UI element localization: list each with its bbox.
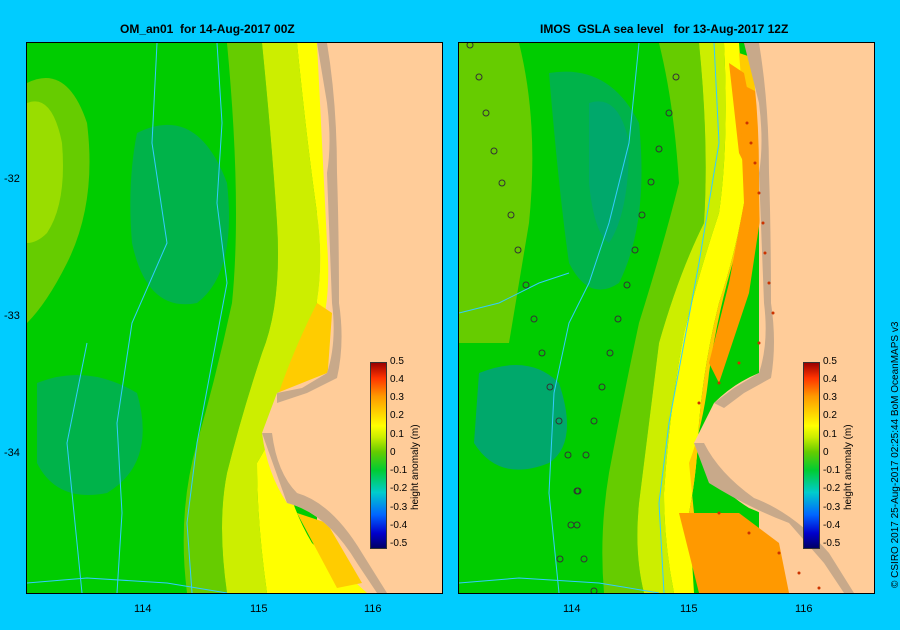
cbar-tick: 0.5 [823,356,837,367]
cbar-tick: 0.3 [390,392,404,403]
cbar-tick: 0.5 [390,356,404,367]
cbar-tick: -0.2 [390,483,408,494]
lat-tick-left-1: -33 [4,310,20,322]
cbar-tick: -0.4 [390,520,408,531]
cbar-tick: 0.4 [390,374,404,385]
cbar-tick: -0.4 [823,520,841,531]
cbar-tick: -0.5 [390,538,408,549]
lat-tick-left-2: -34 [4,447,20,459]
right-colorbar-gradient [803,362,820,549]
lon-tick-left-1: 115 [250,603,268,615]
cbar-tick: 0.4 [823,374,837,385]
cbar-tick: -0.1 [823,465,841,476]
cbar-tick: 0.2 [390,410,404,421]
cbar-tick: 0.2 [823,410,837,421]
lon-tick-right-1: 115 [680,603,698,615]
cbar-tick: -0.5 [823,538,841,549]
lon-tick-right-0: 114 [563,603,581,615]
left-map[interactable] [26,42,443,594]
cbar-tick: 0 [390,447,396,458]
right-map-title: IMOS GSLA sea level for 13-Aug-2017 12Z [540,22,789,36]
lon-tick-left-0: 114 [134,603,152,615]
right-colorbar: 0.5 0.4 0.3 0.2 0.1 0 -0.1 -0.2 -0.3 -0.… [803,356,840,549]
cbar-tick: 0 [823,447,829,458]
cbar-tick: 0.1 [390,429,404,440]
lon-tick-right-2: 116 [795,603,813,615]
left-colorbar-label: height anomaly (m) [410,424,421,510]
right-map[interactable] [458,42,875,594]
left-colorbar: 0.5 0.4 0.3 0.2 0.1 0 -0.1 -0.2 -0.3 -0.… [370,356,407,549]
right-map-canvas [459,43,874,593]
cbar-tick: -0.3 [823,502,841,513]
right-colorbar-label: height anomaly (m) [843,424,854,510]
cbar-tick: -0.2 [823,483,841,494]
credit-text: © CSIRO 2017 25-Aug-2017 02:25:44 BoM Oc… [890,321,900,588]
left-map-canvas [27,43,442,593]
cbar-tick: -0.3 [390,502,408,513]
cbar-tick: 0.3 [823,392,837,403]
left-colorbar-gradient [370,362,387,549]
lat-tick-left-0: -32 [4,173,20,185]
left-map-title: OM_an01 for 14-Aug-2017 00Z [120,22,295,36]
cbar-tick: 0.1 [823,429,837,440]
cbar-tick: -0.1 [390,465,408,476]
lon-tick-left-2: 116 [364,603,382,615]
